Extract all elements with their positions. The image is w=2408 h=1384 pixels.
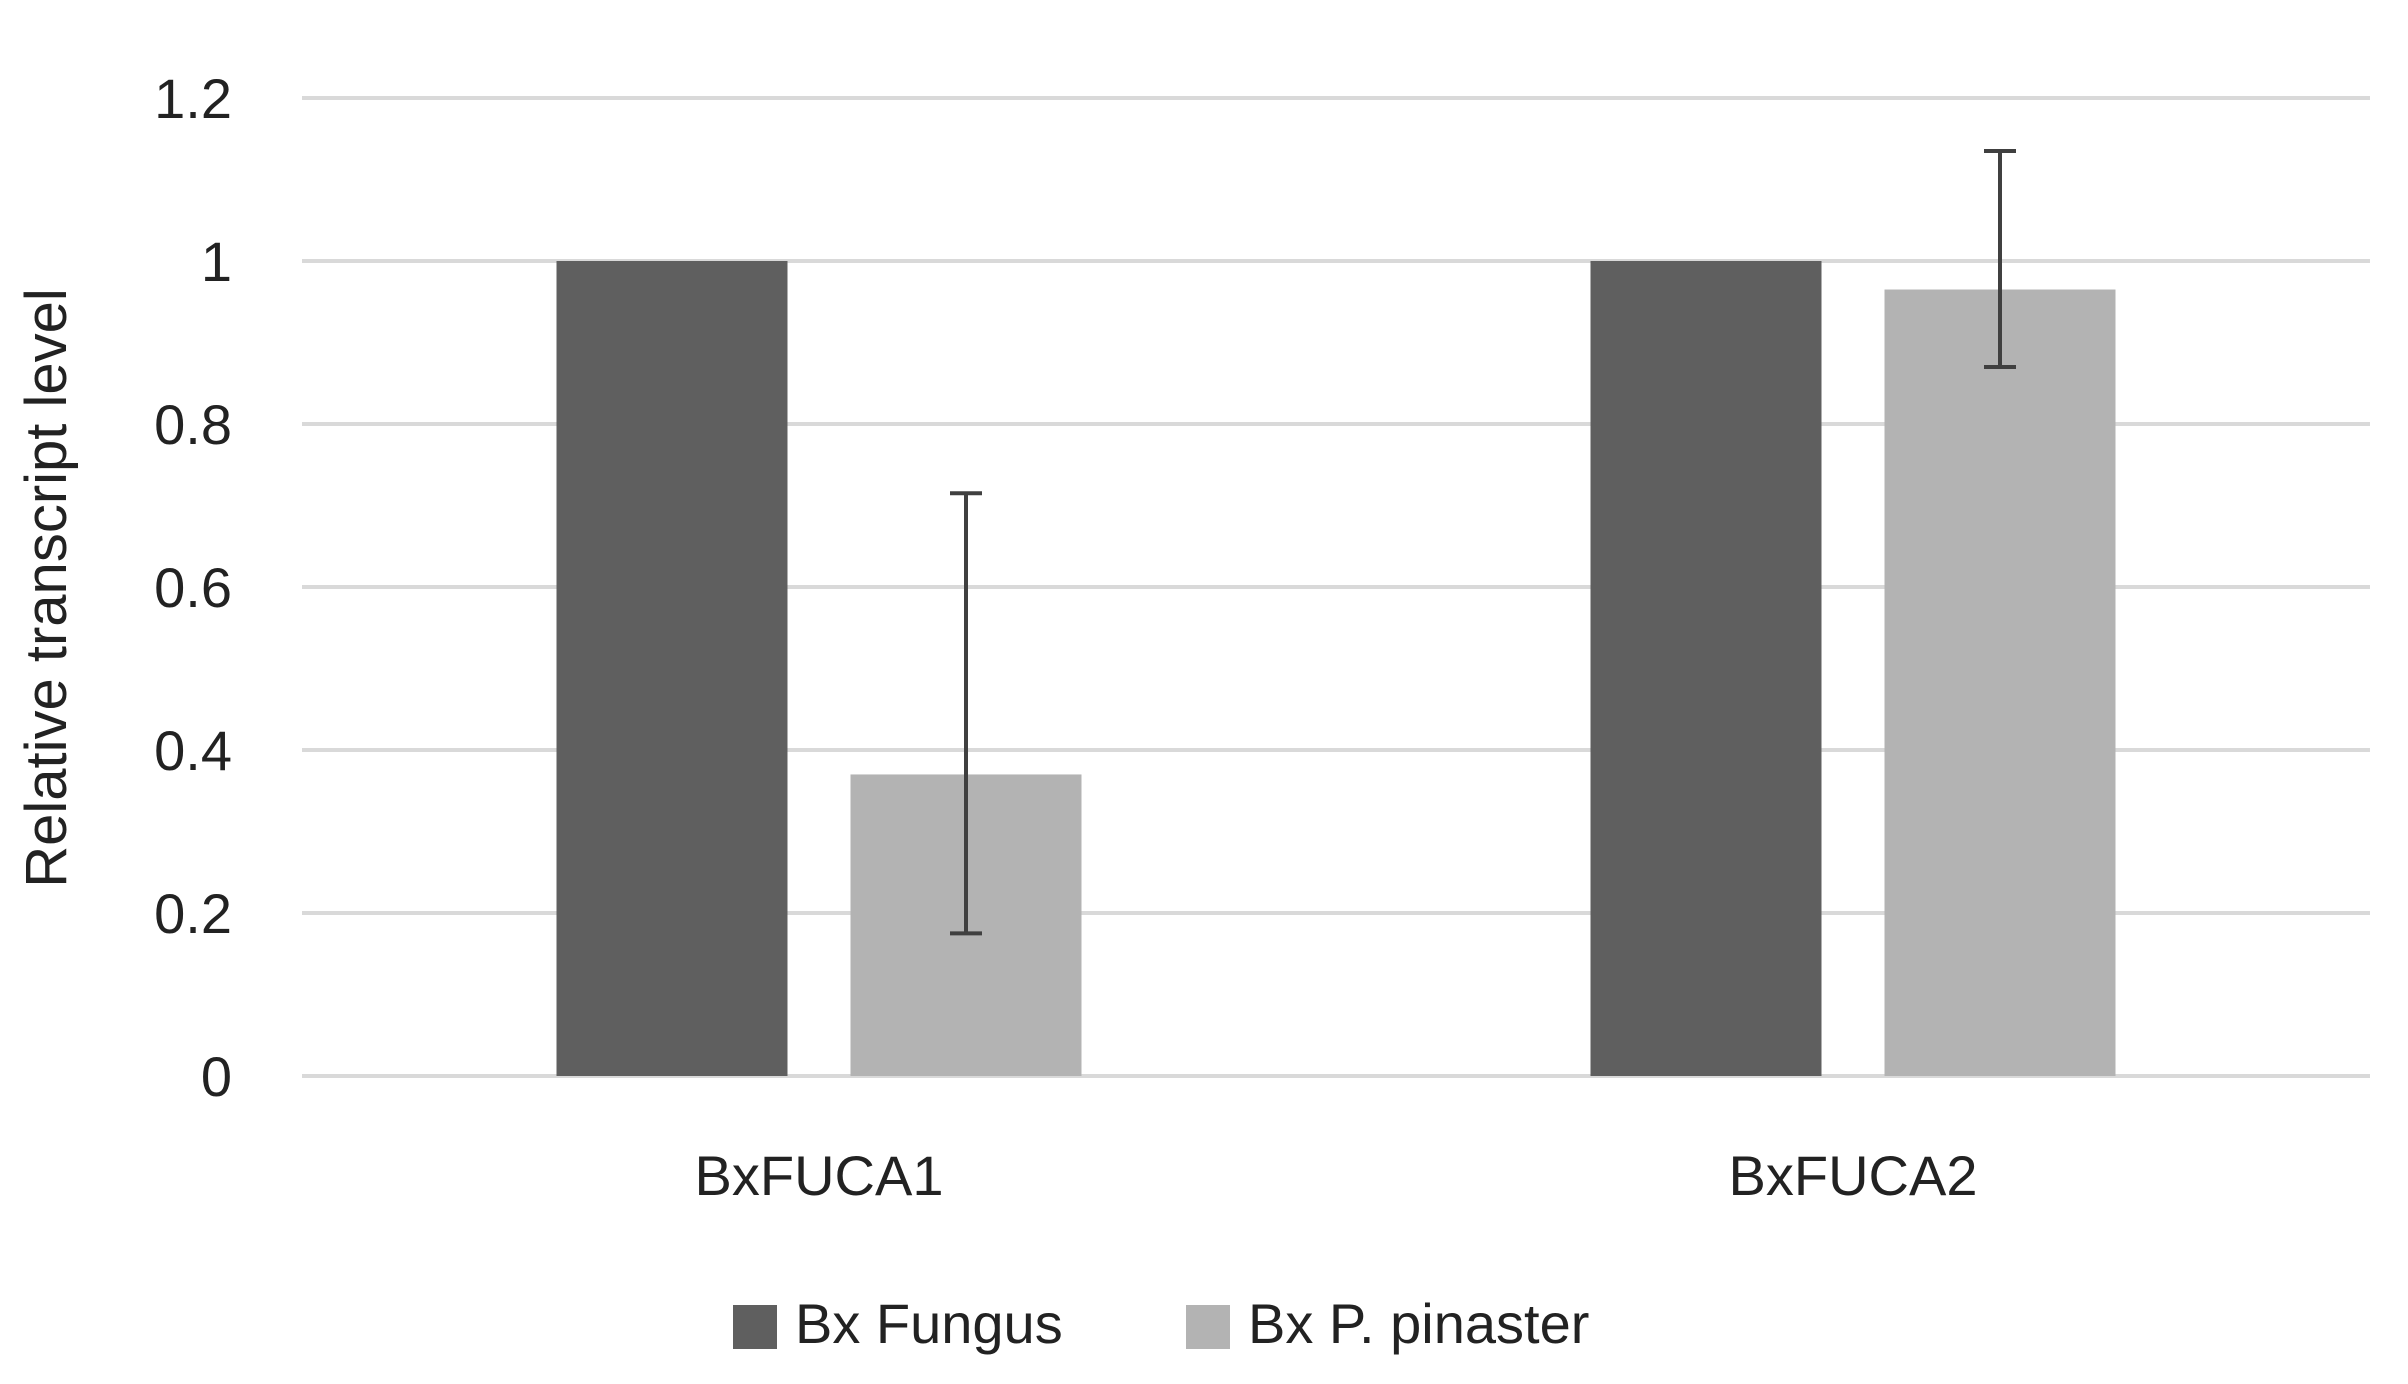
bar-fungus-bxfuca2 (1590, 261, 1822, 1076)
legend-swatch (1186, 1305, 1230, 1349)
y-tick-label: 1.2 (154, 67, 232, 130)
y-tick-label: 0.8 (154, 393, 232, 456)
y-tick-label: 0.4 (154, 719, 232, 782)
y-tick-label: 0.2 (154, 882, 232, 945)
error-bars (950, 148, 2016, 936)
y-tick-label: 0 (201, 1045, 232, 1108)
bar-fungus-bxfuca1 (556, 261, 788, 1076)
x-tick-labels: BxFUCA1 BxFUCA2 (695, 1144, 1978, 1207)
y-tick-label: 0.6 (154, 556, 232, 619)
legend-label: Bx Fungus (795, 1292, 1063, 1355)
y-tick-label: 1 (201, 230, 232, 293)
x-tick-label: BxFUCA1 (695, 1144, 944, 1207)
legend-swatch (733, 1305, 777, 1349)
legend: Bx Fungus Bx P. pinaster (733, 1292, 1589, 1355)
bar-pinaster-bxfuca2 (1884, 289, 2116, 1076)
legend-label: Bx P. pinaster (1248, 1292, 1589, 1355)
x-tick-label: BxFUCA2 (1729, 1144, 1978, 1207)
y-tick-labels: 0 0.2 0.4 0.6 0.8 1 1.2 (154, 67, 232, 1108)
bars (556, 261, 2116, 1076)
y-axis-label: Relative transcript level (14, 288, 79, 888)
